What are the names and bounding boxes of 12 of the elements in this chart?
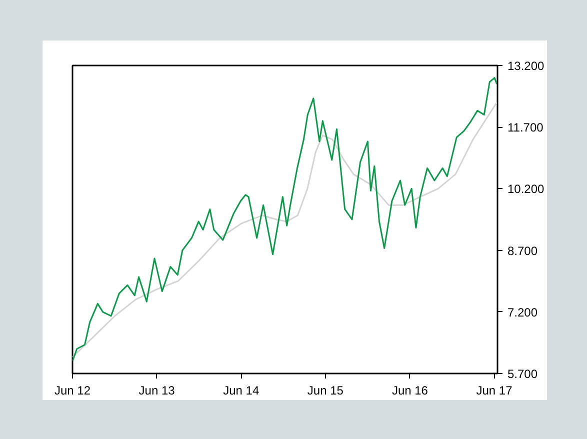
x-tick-label: Jun 16 — [392, 384, 428, 398]
x-tick-label: Jun 14 — [223, 384, 260, 398]
x-tick-label: Jun 15 — [307, 384, 344, 398]
y-tick-label: 13.200 — [508, 59, 545, 73]
y-tick-label: 10.200 — [508, 182, 545, 196]
x-tick-label: Jun 13 — [138, 384, 176, 398]
y-tick-label: 7.200 — [508, 305, 538, 320]
y-tick-label: 5.700 — [508, 367, 538, 381]
x-tick-label: Jun 12 — [54, 384, 91, 398]
y-tick-label: 8.700 — [508, 244, 538, 258]
y-tick-label: 11.700 — [508, 120, 544, 135]
x-tick-label: Jun 17 — [476, 384, 513, 398]
